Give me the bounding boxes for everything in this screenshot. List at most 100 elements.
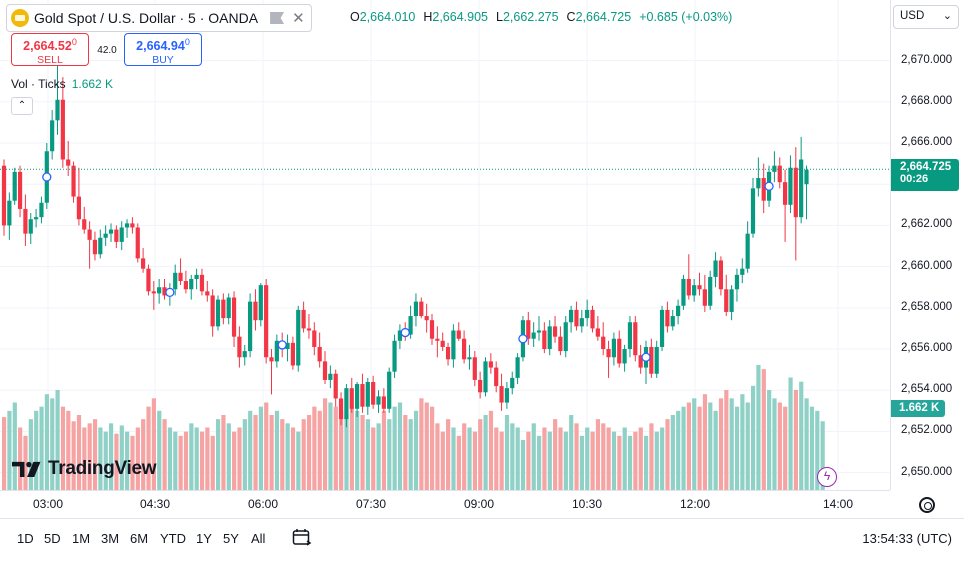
candle-body [531,332,536,339]
volume-bar [558,427,563,490]
candle-body [552,326,558,337]
volume-bar [462,423,467,490]
bar-countdown: 00:26 [900,173,929,186]
volume-bar [114,433,119,490]
volume-bar [371,427,376,490]
tradingview-logo[interactable]: TradingView [12,458,157,480]
range-button-1d[interactable]: 1D [17,531,34,546]
volume-bar [676,410,681,490]
candle-body [569,309,574,323]
candle-body [55,99,60,121]
buy-button[interactable]: 2,664.940 BUY [124,33,202,66]
volume-bar [435,423,440,490]
volume-bar [488,410,494,490]
candle-body [183,281,188,290]
candle-body [365,381,370,407]
candle-body [804,169,809,185]
event-marker [764,181,774,191]
time-tick-label: 06:00 [247,497,279,511]
volume-bar [189,423,194,490]
volume-bar [622,427,627,490]
volume-bar [403,415,408,490]
candle-body [638,355,643,368]
volume-bar [820,421,825,490]
symbol-title[interactable]: Gold Spot / U.S. Dollar · 5 · OANDA [34,10,259,26]
candle-body [141,258,146,269]
price-tick-label: 2,654.000 [901,383,953,396]
price-axis[interactable]: 2,670.0002,668.0002,666.0002,664.0002,66… [890,0,964,490]
volume-bar [494,427,499,490]
range-button-5d[interactable]: 5D [44,531,61,546]
candlestick-chart[interactable] [0,0,890,490]
candle-body [205,291,210,296]
candle-body [708,276,713,306]
volume-bar [355,410,360,490]
buy-price-sup: 0 [184,37,190,47]
volume-bar [745,402,750,490]
candle-body [328,373,333,380]
volume-bar [280,419,285,490]
volume-bar [654,431,659,490]
candle-body [777,165,782,183]
range-button-5y[interactable]: 5Y [223,531,239,546]
volume-bar [269,415,274,490]
volume-bar [2,417,7,490]
candle-body [585,309,590,319]
candle-body [627,322,633,350]
candle-body [542,330,547,350]
candle-body [494,367,499,387]
range-button-1y[interactable]: 1Y [196,531,212,546]
candle-body [210,295,215,327]
volume-bar [130,435,135,490]
candle-body [713,260,718,277]
candle-body [734,274,740,290]
chevron-up-icon: ⌃ [17,100,27,111]
candle-body [750,188,756,234]
close-icon[interactable]: ✕ [292,10,305,27]
volume-bar [296,431,301,490]
collapse-legend-button[interactable]: ⌃ [11,97,33,115]
utc-clock[interactable]: 13:54:33 (UTC) [862,531,952,546]
volume-bar [173,431,178,490]
calendar-icon[interactable] [292,528,312,546]
candle-body [718,260,723,290]
volume-bar [569,415,574,490]
spread-value: 42.0 [97,45,117,56]
range-button-all[interactable]: All [251,531,266,546]
volume-bar [526,431,531,490]
range-button-ytd[interactable]: YTD [160,531,186,546]
volume-bar [729,398,734,490]
volume-legend[interactable]: Vol · Ticks 1.662 K [11,77,113,91]
volume-bar [119,425,124,490]
candle-body [317,346,322,362]
volume-bar [467,427,472,490]
candle-body [692,285,697,296]
time-axis[interactable]: 03:00 04:30 06:00 07:30 09:00 10:30 12:00 14:00 [0,490,890,518]
volume-bar [724,390,729,490]
lightning-icon[interactable]: ϟ [817,467,837,487]
candle-body [424,316,429,321]
flag-icon[interactable] [270,12,285,24]
candle-body [376,396,381,405]
volume-bar [381,410,387,490]
candle-body [248,301,253,352]
volume-bar [333,406,338,490]
gear-icon[interactable] [919,497,935,513]
range-button-6m[interactable]: 6M [130,531,149,546]
range-button-1m[interactable]: 1M [72,531,91,546]
range-button-3m[interactable]: 3M [101,531,120,546]
volume-bar [788,377,793,490]
volume-bar [681,406,686,490]
chart-area[interactable]: Gold Spot / U.S. Dollar · 5 · OANDA ✕ O2… [0,0,890,490]
candle-body [66,159,71,166]
event-marker [518,334,528,344]
sell-button[interactable]: 2,664.520 SELL [11,33,89,66]
volume-bar [702,394,708,490]
candle-body [135,227,140,259]
symbol-legend[interactable]: Gold Spot / U.S. Dollar · 5 · OANDA ✕ [6,4,312,32]
currency-select[interactable]: USD ⌄ [893,5,959,29]
candle-body [387,371,392,409]
volume-bar [579,435,584,490]
volume-legend-label: Vol · Ticks [11,77,66,91]
candle-body [686,278,691,296]
